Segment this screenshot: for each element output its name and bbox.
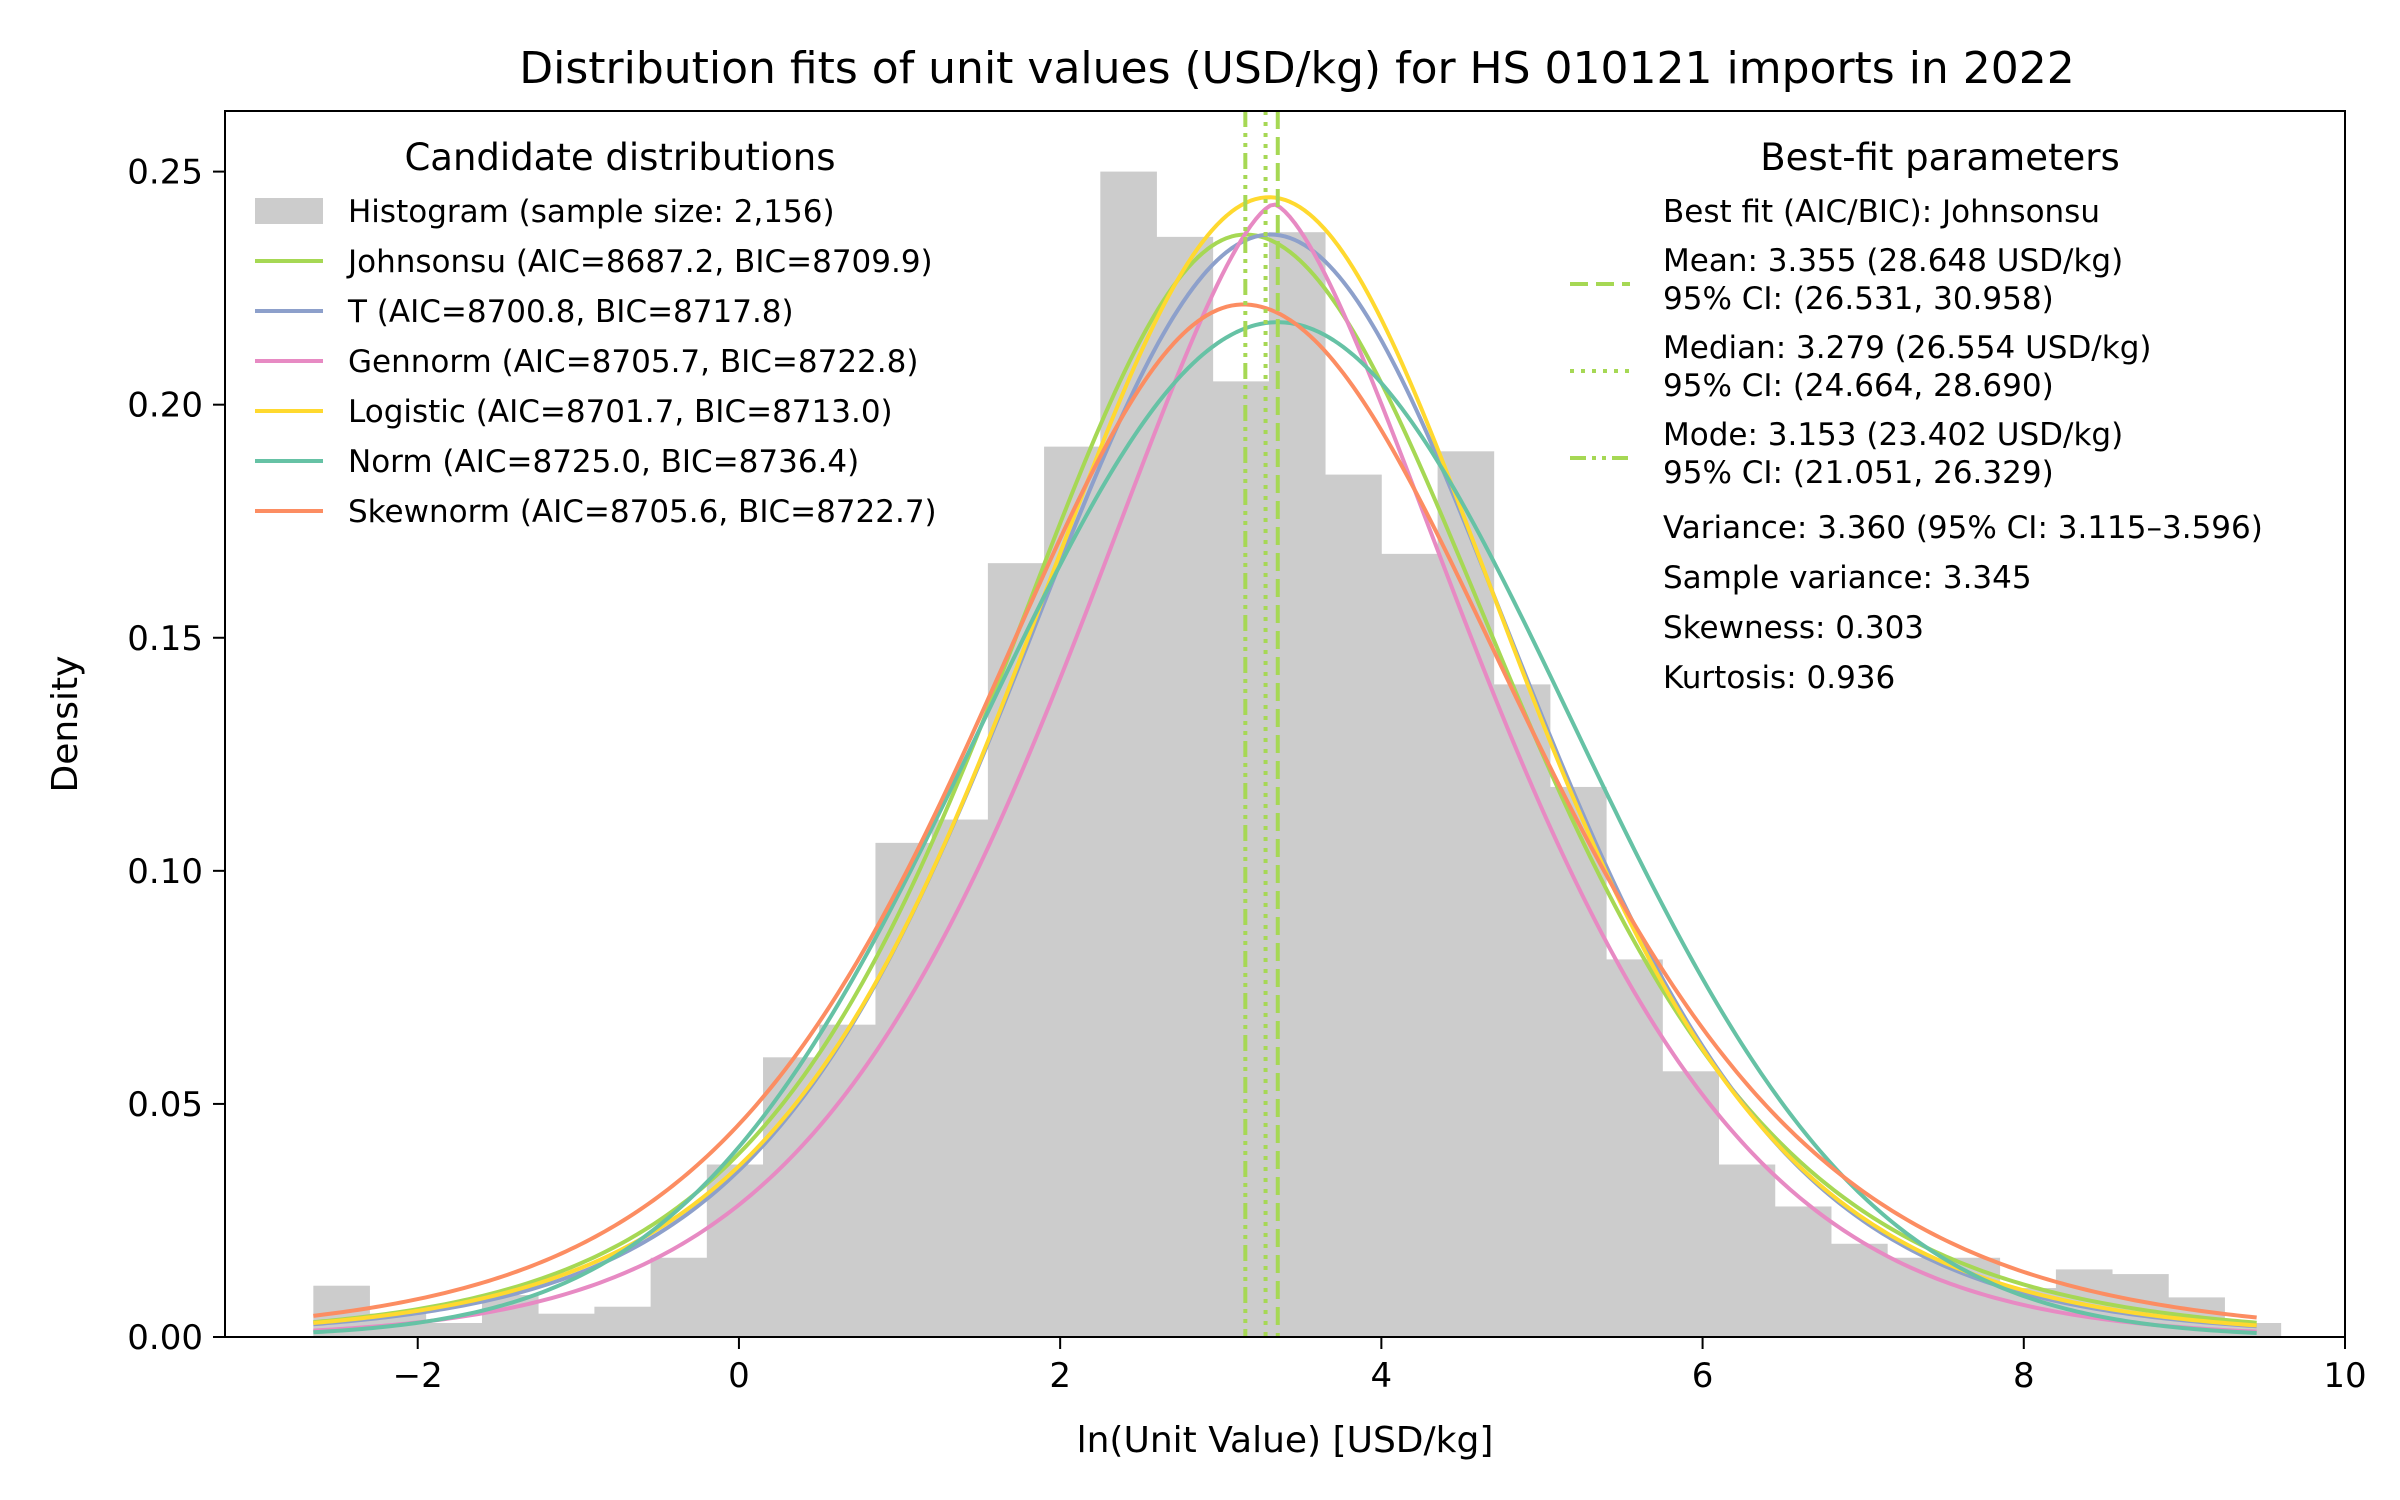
mean-ci-label: 95% CI: (26.531, 30.958)	[1663, 281, 2054, 317]
legend-candidates: Candidate distributions Histogram (sampl…	[255, 136, 937, 530]
histogram	[313, 171, 2282, 1338]
mean-label: Mean: 3.355 (28.648 USD/kg)	[1663, 243, 2123, 279]
x-tick-label: 10	[2323, 1356, 2366, 1396]
y-tick-label: 0.20	[127, 386, 203, 426]
statistic-lines	[1243, 111, 1280, 1337]
x-tick-label: 0	[728, 1356, 750, 1396]
histogram-bar	[594, 1306, 651, 1337]
variance-label: Variance: 3.360 (95% CI: 3.115–3.596)	[1663, 510, 2263, 546]
sample-variance-label: Sample variance: 3.345	[1663, 560, 2032, 596]
histogram-bar	[763, 1057, 820, 1337]
chart-title: Distribution fits of unit values (USD/kg…	[519, 43, 2075, 94]
median-label: Median: 3.279 (26.554 USD/kg)	[1663, 330, 2151, 366]
legend-series-label: T (AIC=8700.8, BIC=8717.8)	[347, 294, 794, 330]
histogram-bar	[819, 1024, 876, 1337]
histogram-bar	[1493, 684, 1551, 1337]
x-axis-label: ln(Unit Value) [USD/kg]	[1077, 1420, 1494, 1461]
histogram-bar	[1212, 381, 1270, 1337]
x-axis: −2 0 2 4 6 8 10	[393, 1337, 2367, 1396]
histogram-bar	[538, 1313, 595, 1337]
histogram-bar	[1156, 236, 1214, 1338]
median-ci-label: 95% CI: (24.664, 28.690)	[1663, 368, 2054, 404]
legend-candidates-title: Candidate distributions	[404, 136, 835, 179]
fit-curve-skewnorm	[313, 302, 2257, 1320]
y-axis: 0.00 0.05 0.10 0.15 0.20 0.25	[127, 153, 225, 1358]
histogram-bar	[1662, 1071, 1720, 1337]
legend-series-label: Norm (AIC=8725.0, BIC=8736.4)	[348, 444, 859, 480]
x-tick-label: 8	[2013, 1356, 2035, 1396]
legend-series-label: Skewnorm (AIC=8705.6, BIC=8722.7)	[348, 494, 937, 530]
kurtosis-label: Kurtosis: 0.936	[1663, 660, 1895, 696]
x-tick-label: 4	[1371, 1356, 1393, 1396]
histogram-bar	[650, 1257, 708, 1337]
y-tick-label: 0.15	[127, 619, 203, 659]
plot-frame	[224, 110, 2346, 1338]
histogram-bar	[931, 819, 989, 1337]
legend-series-label: Gennorm (AIC=8705.7, BIC=8722.8)	[348, 344, 918, 380]
mode-label: Mode: 3.153 (23.402 USD/kg)	[1663, 417, 2123, 453]
fit-curve-norm	[313, 320, 2257, 1335]
y-tick-label: 0.00	[127, 1318, 203, 1358]
histogram-bar	[1831, 1243, 1888, 1337]
fit-curve-gennorm	[313, 202, 2257, 1334]
x-tick-label: −2	[393, 1356, 443, 1396]
fit-curve-t	[313, 232, 2257, 1329]
histogram-bar	[1381, 553, 1438, 1337]
legend-series-label: Logistic (AIC=8701.7, BIC=8713.0)	[348, 394, 893, 430]
legend-best-fit-title: Best-fit parameters	[1760, 136, 2119, 179]
histogram-bar	[1718, 1164, 1776, 1337]
x-tick-label: 6	[1692, 1356, 1714, 1396]
legend-histogram-label: Histogram (sample size: 2,156)	[348, 194, 835, 230]
histogram-bar	[1774, 1206, 1832, 1337]
legend-histogram-swatch	[255, 198, 323, 224]
legend-best-fit: Best-fit parameters Best fit (AIC/BIC): …	[1570, 136, 2263, 696]
histogram-bar	[1437, 451, 1495, 1337]
histogram-bar	[425, 1323, 483, 1337]
skewness-label: Skewness: 0.303	[1663, 610, 1924, 646]
histogram-bar	[1606, 959, 1663, 1337]
histogram-bar	[875, 842, 933, 1337]
y-axis-label: Density	[45, 656, 86, 793]
y-tick-label: 0.10	[127, 852, 203, 892]
legend-series-label: Johnsonsu (AIC=8687.2, BIC=8709.9)	[346, 244, 933, 280]
x-tick-label: 2	[1049, 1356, 1071, 1396]
y-tick-label: 0.25	[127, 153, 203, 193]
histogram-bar	[1100, 171, 1157, 1338]
histogram-bar	[1550, 786, 1607, 1337]
best-fit-label: Best fit (AIC/BIC): Johnsonsu	[1663, 194, 2100, 230]
fit-curves	[313, 195, 2257, 1335]
y-tick-label: 0.05	[127, 1085, 203, 1125]
mode-ci-label: 95% CI: (21.051, 26.329)	[1663, 455, 2054, 491]
histogram-bar	[1325, 474, 1382, 1338]
